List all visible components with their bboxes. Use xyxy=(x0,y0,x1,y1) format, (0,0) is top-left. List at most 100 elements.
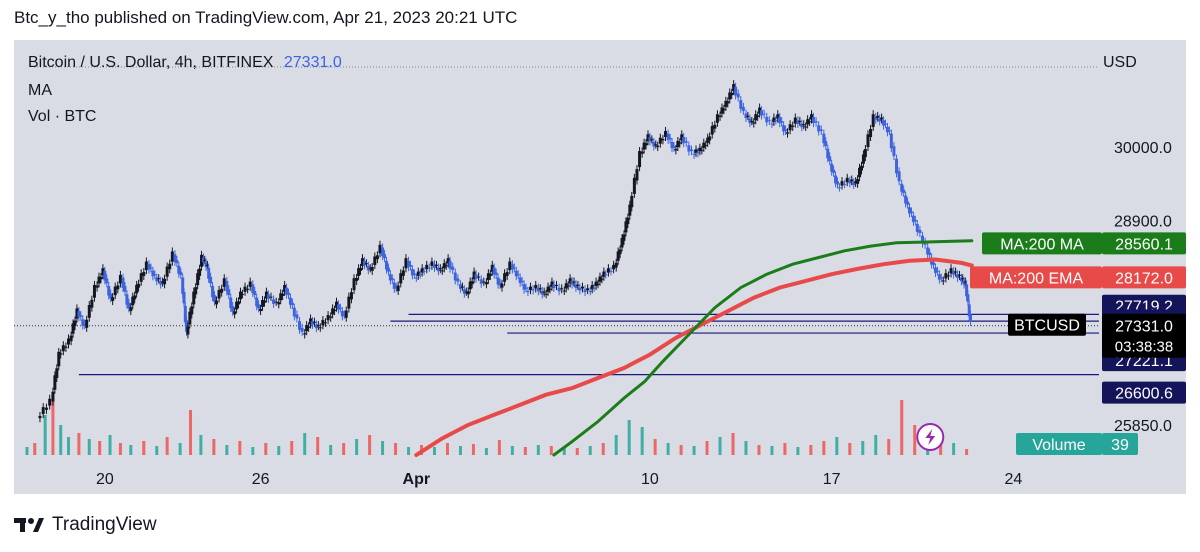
candle-body xyxy=(672,146,676,148)
candle-body xyxy=(843,183,847,185)
candle-body xyxy=(602,271,606,277)
price-chart[interactable]: USD 25850.0 28900.0 30000.0 20 26 Apr 10 17 24 MA:… xyxy=(14,40,1186,494)
candle-body xyxy=(490,264,494,272)
candle-body xyxy=(758,107,762,114)
candle-body xyxy=(470,281,474,285)
candle-body xyxy=(336,304,340,310)
ma-200-line[interactable] xyxy=(552,239,974,457)
candle-body xyxy=(876,115,880,118)
candle-body xyxy=(854,181,858,184)
candle-body xyxy=(366,265,370,271)
volume-bar xyxy=(770,446,774,455)
volume-bar xyxy=(178,443,182,455)
candle-body xyxy=(518,277,522,283)
candle-body xyxy=(514,270,518,277)
candle-body xyxy=(451,266,455,270)
candle-body xyxy=(536,287,540,292)
candle-body xyxy=(949,268,953,274)
volume-bar xyxy=(783,443,787,455)
candle-body xyxy=(967,304,971,317)
symbol-tag-box xyxy=(1008,313,1086,336)
candle-body xyxy=(198,268,202,276)
candle-body xyxy=(238,291,242,300)
y-tick-label: 25850.0 xyxy=(1114,418,1172,435)
tradingview-brand[interactable]: TradingView xyxy=(14,514,157,536)
volume-bar xyxy=(368,435,372,455)
candle-body xyxy=(375,255,379,260)
candle-body xyxy=(200,254,204,267)
candle-body xyxy=(946,275,950,277)
candle-body xyxy=(390,278,394,280)
lightning-bolt-icon xyxy=(925,429,936,445)
volume-bar xyxy=(264,443,268,455)
candle-body xyxy=(710,125,714,135)
candle-body xyxy=(788,124,792,131)
candle-body xyxy=(618,249,622,255)
candle-body xyxy=(279,293,283,301)
candle-body xyxy=(407,260,411,268)
candle-body xyxy=(793,117,797,124)
legend-volume-indicator[interactable]: Vol · BTC xyxy=(28,108,97,125)
candle-body xyxy=(326,315,330,321)
candle-body xyxy=(266,294,270,299)
candle-body xyxy=(285,287,289,295)
candle-body xyxy=(283,284,287,292)
x-tick-label: 10 xyxy=(641,471,659,488)
y-tick-label: 28900.0 xyxy=(1114,214,1172,231)
candle-body xyxy=(494,272,498,275)
candle-body xyxy=(802,124,806,126)
volume-tag-label: Volume xyxy=(1032,437,1085,454)
candle-body xyxy=(682,136,686,144)
candle-body xyxy=(274,301,278,303)
candle-body xyxy=(384,260,388,270)
legend-symbol: Bitcoin / U.S. Dollar, 4h, BITFINEX xyxy=(28,54,274,71)
candle-body xyxy=(630,195,634,208)
candle-body xyxy=(168,263,172,270)
candle-body xyxy=(486,273,490,281)
candle-body xyxy=(648,136,652,142)
candle-body xyxy=(188,311,192,325)
ema-200-line[interactable] xyxy=(414,257,974,457)
candle-body xyxy=(750,120,754,122)
volume-bar xyxy=(835,437,839,455)
brand-name: TradingView xyxy=(52,514,157,535)
candle-body xyxy=(479,279,483,284)
candle-body xyxy=(220,288,224,293)
chart-panel[interactable]: USD 25850.0 28900.0 30000.0 20 26 Apr 10 17 24 MA:… xyxy=(14,40,1186,494)
candle-body xyxy=(277,302,281,305)
candle-body xyxy=(664,130,668,137)
candle-body xyxy=(546,286,550,292)
candle-body xyxy=(741,106,745,111)
candle-body xyxy=(213,295,217,302)
volume-bar xyxy=(614,435,618,455)
candle-body xyxy=(159,280,163,285)
candle-body xyxy=(962,280,966,285)
candle-body xyxy=(694,149,698,153)
legend-symbol-line[interactable]: Bitcoin / U.S. Dollar, 4h, BITFINEX 2733… xyxy=(28,54,342,72)
candle-body xyxy=(335,301,339,308)
candle-body xyxy=(99,277,103,280)
volume-bar xyxy=(33,443,37,455)
candle-body xyxy=(911,215,915,222)
volume-bar xyxy=(627,420,631,455)
candle-body xyxy=(127,302,131,309)
candle-body xyxy=(133,295,137,300)
candle-body xyxy=(41,407,45,414)
candle-body xyxy=(966,294,970,302)
candle-body xyxy=(90,299,94,308)
candle-body xyxy=(782,125,786,132)
candle-body xyxy=(460,286,464,288)
level-price-label: 26600.6 xyxy=(1115,386,1173,403)
candle-body xyxy=(505,272,509,276)
candle-body xyxy=(352,278,356,291)
candle-body xyxy=(75,308,79,319)
candle-body xyxy=(468,281,472,290)
candle-body xyxy=(237,301,241,305)
legend-ma-indicator[interactable]: MA xyxy=(28,82,52,99)
candle-body xyxy=(303,333,307,335)
candle-body xyxy=(440,270,444,272)
candle-body xyxy=(622,234,626,241)
candle-body xyxy=(64,346,68,348)
candle-body xyxy=(632,177,636,194)
volume-bar xyxy=(238,441,242,455)
